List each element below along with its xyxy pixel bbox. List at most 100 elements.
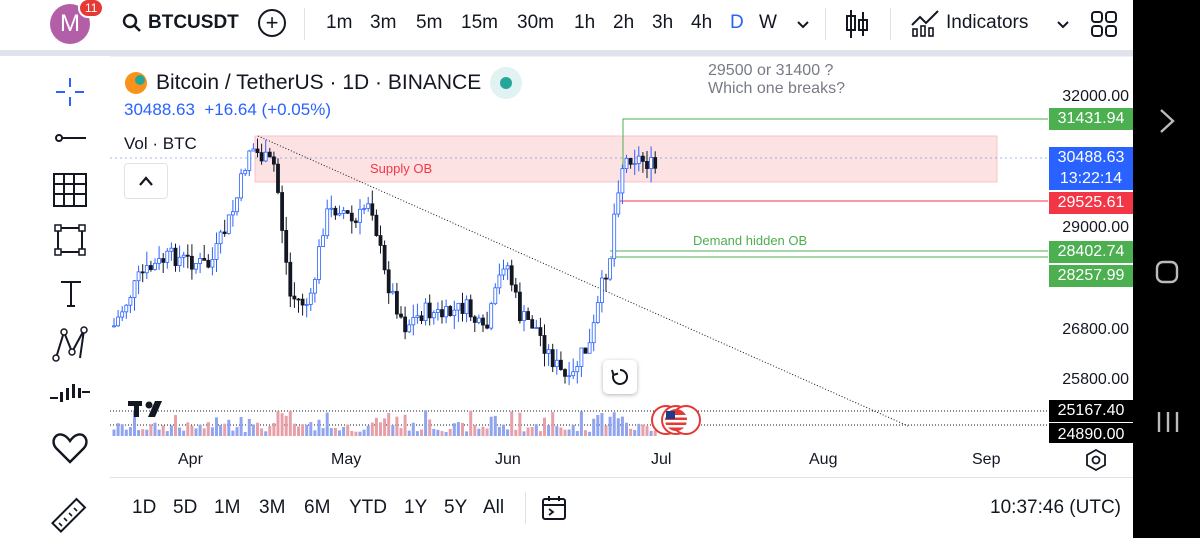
- range-all[interactable]: All: [483, 497, 505, 518]
- supply-zone-label: Supply OB: [370, 161, 432, 176]
- candle-body: [620, 168, 625, 194]
- candle-body: [493, 287, 498, 305]
- indicators-button[interactable]: Indicators: [946, 12, 1029, 33]
- heart-icon[interactable]: [52, 432, 88, 464]
- volume-bar: [588, 431, 592, 436]
- candles-icon[interactable]: [843, 8, 871, 40]
- symbol-search-button[interactable]: BTCUSDT: [122, 12, 239, 34]
- candle-body: [284, 230, 289, 263]
- range-3m[interactable]: 3M: [259, 497, 286, 518]
- candle-body: [583, 347, 588, 354]
- volume-bar: [174, 415, 177, 436]
- range-6m[interactable]: 6M: [304, 497, 331, 518]
- volume-bar: [227, 419, 231, 436]
- volume-bar: [649, 430, 653, 436]
- volume-bar: [518, 412, 522, 436]
- candle-body: [120, 311, 125, 318]
- candle-body: [632, 163, 637, 165]
- volume-bar: [137, 430, 141, 436]
- volume-legend[interactable]: Vol · BTC: [124, 134, 197, 153]
- volume-bar: [563, 429, 567, 436]
- chevron-down-icon[interactable]: [795, 16, 811, 32]
- bottom-toolbar: 1D 5D 1M 3M 6M YTD 1Y 5Y All 10:37:46 (U…: [110, 477, 1133, 538]
- timeframe-w[interactable]: W: [759, 12, 777, 33]
- add-symbol-button[interactable]: +: [258, 9, 286, 37]
- volume-bars: [112, 410, 657, 436]
- demand-zone-label: Demand hidden OB: [693, 233, 807, 248]
- candle-body: [517, 291, 522, 322]
- volume-bar: [477, 428, 481, 436]
- market-status-icon[interactable]: [489, 66, 523, 100]
- timeframe-3h[interactable]: 3h: [652, 12, 674, 33]
- range-ytd[interactable]: YTD: [349, 497, 387, 518]
- timeframe-5m[interactable]: 5m: [416, 12, 443, 33]
- volume-bar: [633, 429, 637, 436]
- candle-body: [378, 235, 383, 246]
- volume-bar: [325, 412, 329, 436]
- go-to-date-icon[interactable]: [540, 494, 568, 522]
- text-tool-icon[interactable]: [58, 278, 84, 310]
- candle-body: [526, 311, 531, 320]
- home-icon[interactable]: [1155, 260, 1179, 284]
- candle-body: [255, 148, 260, 154]
- candle-body: [419, 315, 424, 322]
- rectangle-shape-icon[interactable]: [54, 224, 86, 256]
- collapse-legend-button[interactable]: [124, 163, 168, 199]
- price-label-low2: 24890.00: [1049, 423, 1133, 443]
- time-axis[interactable]: Apr May Jun Jul Aug Sep: [110, 443, 1133, 477]
- back-icon[interactable]: [1157, 108, 1177, 134]
- tradingview-logo: [128, 401, 162, 417]
- volume-bar: [354, 431, 358, 436]
- candle-body: [185, 254, 190, 257]
- candle-body: [497, 274, 502, 289]
- candle-body: [641, 155, 645, 162]
- trend-line-icon[interactable]: [54, 128, 86, 148]
- volume-bar: [415, 431, 419, 436]
- range-1m[interactable]: 1M: [214, 497, 241, 518]
- range-1y[interactable]: 1Y: [404, 497, 428, 518]
- avatar[interactable]: M 11: [50, 0, 105, 44]
- price-chart[interactable]: 32000.00 29000.00 26800.00 25800.00 Supp…: [110, 56, 1133, 443]
- volume-bar: [584, 430, 587, 436]
- candle-body: [300, 298, 305, 306]
- range-5y[interactable]: 5Y: [444, 497, 468, 518]
- volume-bar: [297, 426, 300, 436]
- economic-events-icon[interactable]: [651, 405, 701, 435]
- note-line-1: 29500 or 31400 ?: [708, 62, 834, 79]
- forecast-tool-icon[interactable]: [48, 378, 90, 408]
- chevron-down-icon[interactable]: [1055, 16, 1071, 32]
- chart-legend-title[interactable]: Bitcoin / TetherUS · 1D · BINANCE: [124, 66, 523, 100]
- candle-body: [653, 157, 658, 169]
- recents-icon[interactable]: [1155, 410, 1181, 434]
- range-5d[interactable]: 5D: [173, 497, 198, 518]
- candle-body: [218, 231, 223, 245]
- replay-button[interactable]: [603, 360, 637, 394]
- layout-grid-icon[interactable]: [1090, 10, 1118, 38]
- volume-bar: [559, 427, 563, 436]
- volume-bar: [251, 424, 255, 436]
- fib-grid-icon[interactable]: [52, 172, 88, 208]
- pattern-tool-icon[interactable]: [52, 326, 88, 362]
- volume-bar: [645, 426, 649, 436]
- timeframe-30m[interactable]: 30m: [517, 12, 554, 33]
- settings-icon[interactable]: [1085, 449, 1107, 471]
- timeframe-1m[interactable]: 1m: [326, 12, 353, 33]
- candle-body: [124, 304, 129, 313]
- timeframe-d[interactable]: D: [730, 12, 744, 33]
- volume-bar: [210, 427, 214, 436]
- timeframe-15m[interactable]: 15m: [461, 12, 498, 33]
- candle-body: [628, 157, 633, 165]
- volume-bar: [256, 422, 259, 436]
- utc-clock[interactable]: 10:37:46 (UTC): [990, 497, 1121, 518]
- crosshair-icon[interactable]: [54, 76, 86, 108]
- candle-body: [587, 342, 592, 354]
- ruler-icon[interactable]: [48, 496, 88, 536]
- range-1d[interactable]: 1D: [132, 497, 157, 518]
- timeframe-1h[interactable]: 1h: [574, 12, 596, 33]
- candle-body: [337, 213, 342, 216]
- candle-body: [513, 284, 518, 293]
- timeframe-4h[interactable]: 4h: [691, 12, 713, 33]
- timeframe-3m[interactable]: 3m: [370, 12, 397, 33]
- candle-body: [292, 295, 297, 300]
- timeframe-2h[interactable]: 2h: [613, 12, 635, 33]
